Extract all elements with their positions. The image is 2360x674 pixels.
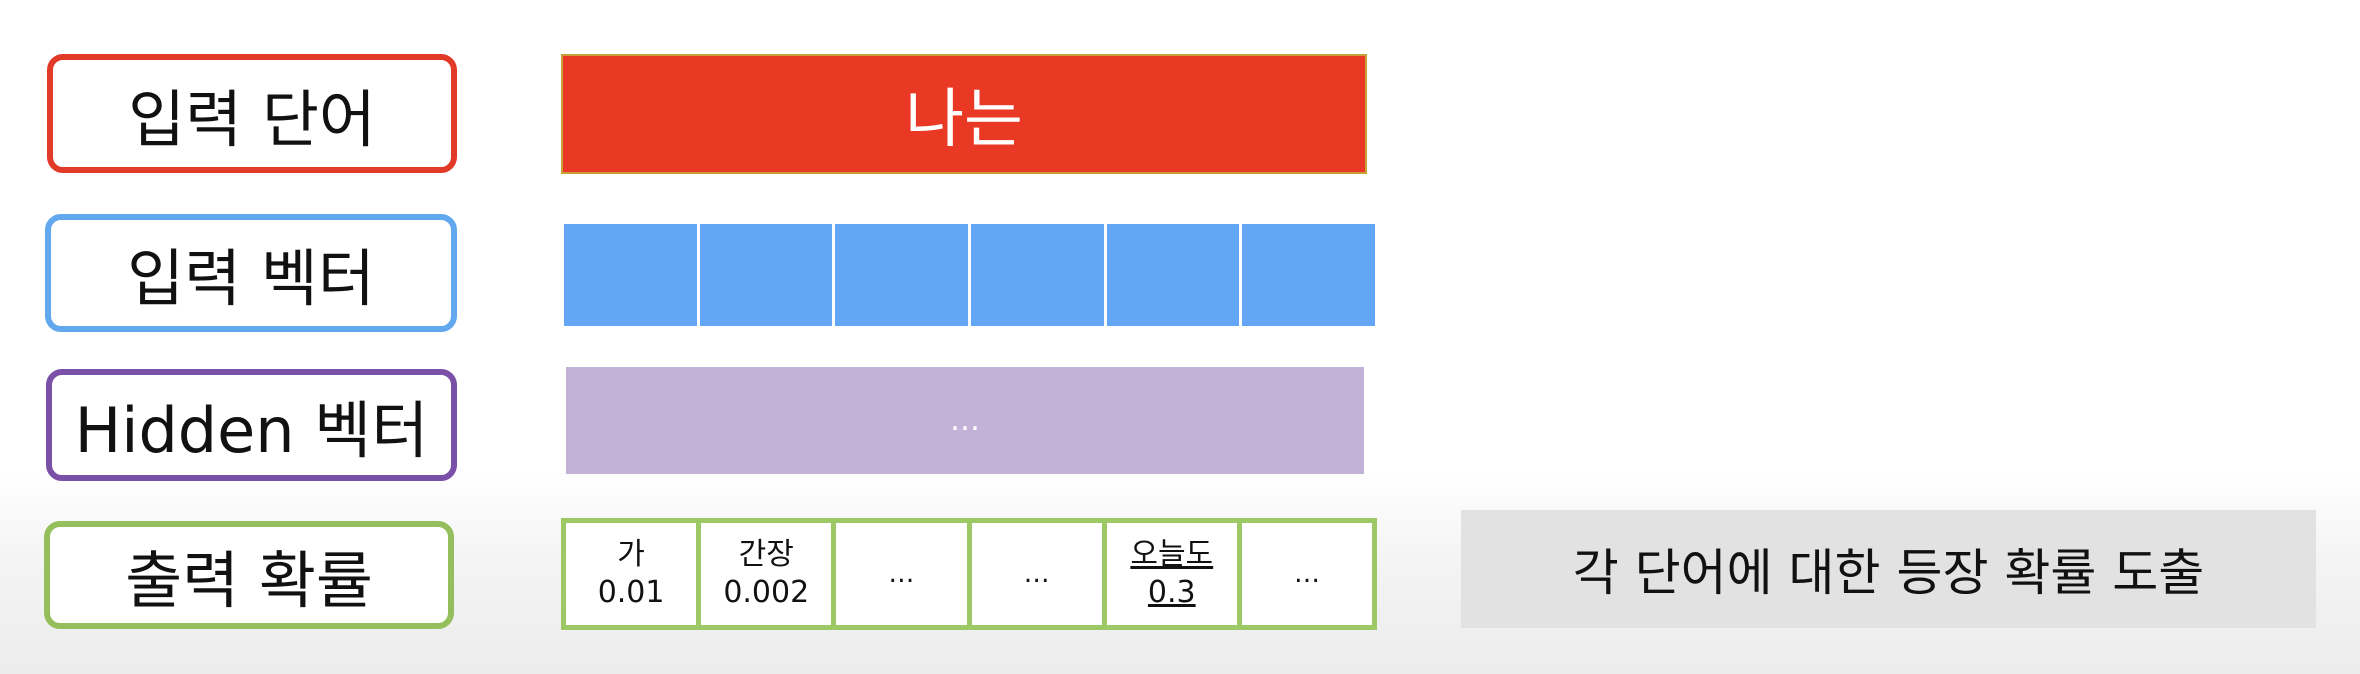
label-input-vector: 입력 벡터 xyxy=(45,214,457,332)
output-word: 간장 xyxy=(738,537,794,572)
input-vector-cell xyxy=(564,224,697,326)
output-probability: 0.3 xyxy=(1147,575,1196,610)
input-vector-cell xyxy=(1106,224,1240,326)
summary-caption: 각 단어에 대한 등장 확률 도출 xyxy=(1461,510,2316,628)
label-input-word: 입력 단어 xyxy=(47,54,457,173)
output-probability-row: 가 0.01 간장 0.002…… 오늘도 0.3… xyxy=(561,518,1378,630)
input-word-box: 나는 xyxy=(561,54,1367,174)
output-word: 오늘도 xyxy=(1130,537,1214,572)
input-vector-cell xyxy=(1242,224,1376,326)
output-word: … xyxy=(1293,559,1320,589)
output-word: … xyxy=(888,559,915,589)
input-vector-row xyxy=(564,224,1376,326)
input-vector-cell xyxy=(835,224,969,326)
output-prob-cell: … xyxy=(831,518,972,630)
label-output-probability: 출력 확률 xyxy=(44,521,454,629)
output-prob-cell: 가 0.01 xyxy=(561,518,702,630)
input-vector-cell xyxy=(699,224,833,326)
output-probability: 0.01 xyxy=(597,575,665,610)
input-vector-cell xyxy=(971,224,1104,326)
output-word: … xyxy=(1023,559,1050,589)
output-prob-cell: 오늘도 0.3 xyxy=(1101,518,1242,630)
label-hidden-vector: Hidden 벡터 xyxy=(46,369,457,481)
output-probability: 0.002 xyxy=(723,575,810,610)
output-prob-cell: 간장 0.002 xyxy=(696,518,837,630)
output-prob-cell: … xyxy=(1236,518,1378,630)
hidden-vector-box: … xyxy=(566,367,1364,474)
output-prob-cell: … xyxy=(966,518,1107,630)
output-word: 가 xyxy=(617,537,645,572)
